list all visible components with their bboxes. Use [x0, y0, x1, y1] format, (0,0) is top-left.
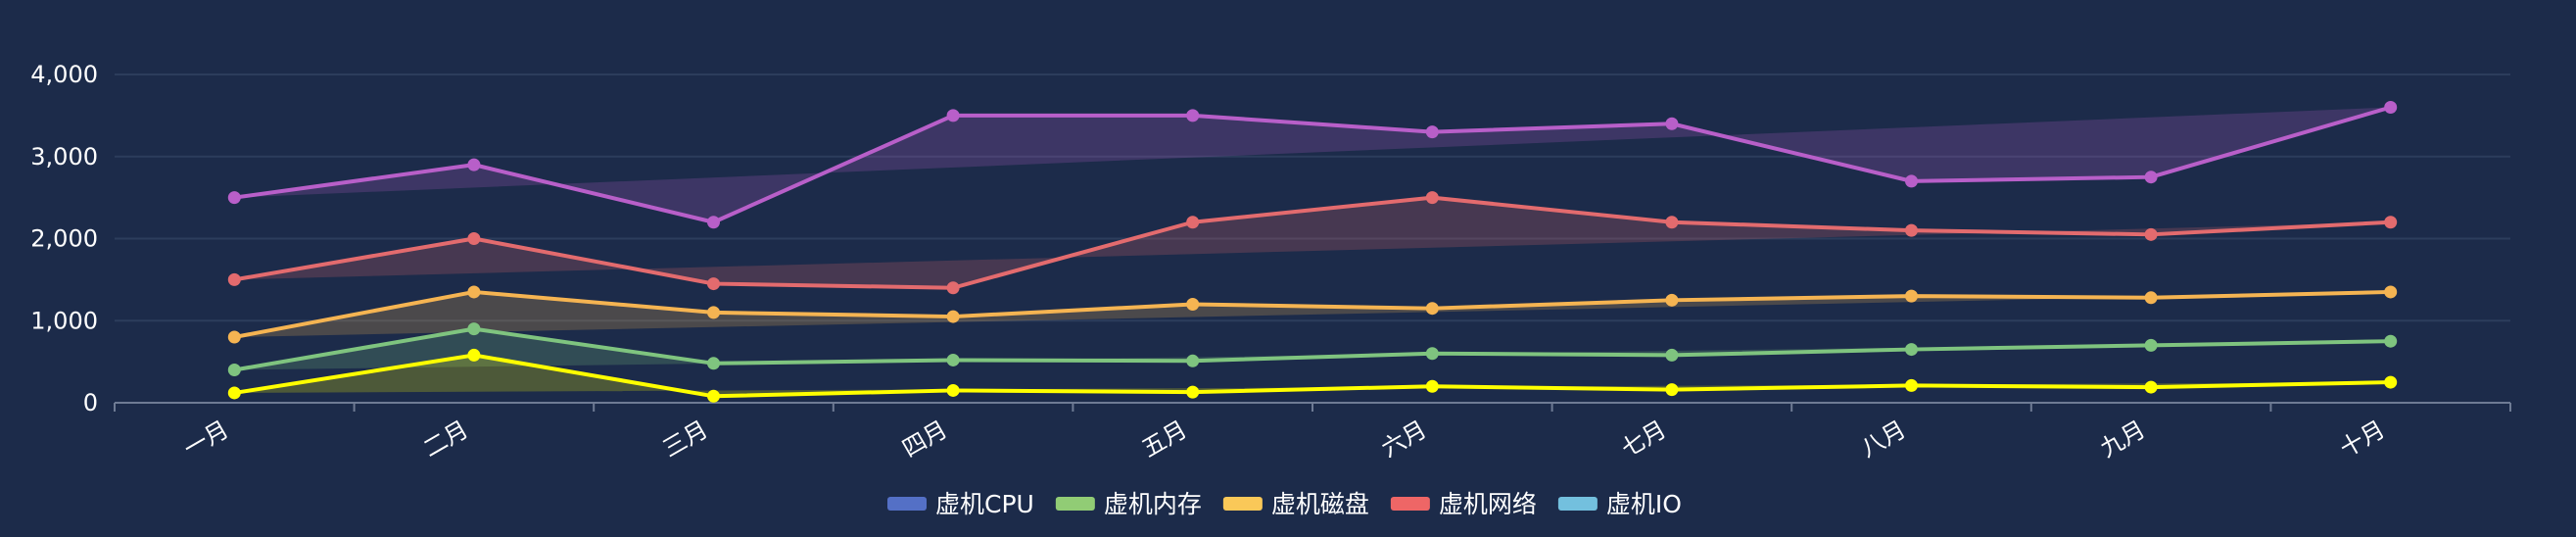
- y-tick-label: 3,000: [30, 143, 98, 171]
- data-point: [1186, 385, 1200, 399]
- series-line: [234, 105, 2392, 224]
- series-line: [233, 353, 2391, 399]
- x-tick-label: 一月: [179, 415, 234, 463]
- legend-label: 虚机IO: [1606, 490, 1682, 518]
- data-point: [2144, 380, 2158, 394]
- data-point: [707, 277, 720, 291]
- data-point: [227, 272, 241, 286]
- data-point: [2144, 338, 2158, 352]
- data-point: [1425, 191, 1439, 205]
- legend-label: 虚机磁盘: [1271, 490, 1369, 518]
- y-axis: 0 1,000 2,000 3,000 4,000: [30, 61, 98, 416]
- data-point: [227, 191, 241, 205]
- data-point: [1905, 289, 1918, 303]
- data-point: [1905, 343, 1918, 357]
- series-lines: [227, 101, 2398, 403]
- legend-label: 虚机内存: [1104, 490, 1202, 518]
- data-point: [1186, 354, 1200, 367]
- x-axis: 一月 二月 三月 四月 五月 六月 七月 八月 九月 十月: [114, 402, 2511, 463]
- series-line: [233, 289, 2391, 339]
- x-tick-label: 八月: [1856, 415, 1911, 463]
- series-line: [233, 195, 2391, 290]
- data-point: [946, 310, 960, 323]
- data-point: [707, 216, 720, 229]
- data-point: [227, 386, 241, 400]
- data-point: [1425, 302, 1439, 316]
- data-point: [1425, 347, 1439, 361]
- area-fills: [234, 107, 2391, 397]
- x-tick-label: 二月: [418, 415, 473, 463]
- y-tick-label: 0: [83, 389, 98, 416]
- data-point: [467, 232, 481, 245]
- data-point: [1186, 109, 1200, 122]
- data-point: [1425, 379, 1439, 393]
- data-point: [2144, 291, 2158, 305]
- legend-swatch: [1222, 497, 1263, 511]
- legend-swatch: [1557, 497, 1598, 511]
- y-tick-label: 4,000: [30, 61, 98, 88]
- data-point: [1905, 174, 1918, 188]
- legend-swatch: [1390, 497, 1430, 511]
- y-tick-label: 2,000: [30, 225, 98, 253]
- data-point: [707, 357, 720, 370]
- data-point: [1905, 378, 1918, 392]
- legend-item[interactable]: 虚机网络: [1390, 490, 1537, 518]
- data-point: [467, 322, 481, 336]
- data-point: [1425, 125, 1439, 139]
- x-tick-label: 十月: [2335, 415, 2390, 463]
- series-line: [233, 326, 2391, 372]
- x-tick-label: 六月: [1377, 415, 1432, 463]
- data-point: [946, 109, 960, 122]
- data-point: [1665, 293, 1679, 307]
- legend-item[interactable]: 虚机内存: [1055, 490, 1202, 518]
- data-point: [227, 330, 241, 344]
- data-point: [707, 389, 720, 403]
- data-point: [1665, 383, 1679, 397]
- series-area: [234, 328, 2391, 370]
- data-point: [946, 383, 960, 397]
- data-point: [707, 306, 720, 319]
- data-point: [2384, 285, 2398, 299]
- data-point: [1186, 298, 1200, 311]
- x-tick-label: 五月: [1137, 415, 1192, 463]
- data-point: [1665, 117, 1679, 130]
- legend-swatch: [887, 497, 927, 511]
- x-tick-label: 四月: [898, 415, 953, 463]
- data-point: [946, 353, 960, 366]
- legend-item[interactable]: 虚机IO: [1557, 490, 1682, 518]
- legend-label: 虚机网络: [1439, 490, 1537, 518]
- legend-swatch: [1055, 497, 1095, 511]
- data-point: [1186, 216, 1200, 229]
- data-point: [2144, 171, 2158, 184]
- data-point: [1665, 348, 1679, 362]
- data-point: [2384, 101, 2398, 114]
- legend-item[interactable]: 虚机CPU: [887, 490, 1034, 518]
- data-point: [2144, 227, 2158, 241]
- grid-lines: [115, 73, 2510, 322]
- data-point: [2384, 216, 2398, 229]
- legend-item[interactable]: 虚机磁盘: [1222, 490, 1369, 518]
- x-tick-label: 三月: [658, 415, 713, 463]
- legend-label: 虚机CPU: [935, 490, 1034, 518]
- data-point: [467, 348, 481, 362]
- x-tick-label: 七月: [1616, 415, 1671, 463]
- data-point: [467, 158, 481, 171]
- data-point: [227, 364, 241, 376]
- data-point: [1905, 223, 1918, 237]
- x-tick-label: 九月: [2096, 415, 2151, 463]
- data-point: [946, 281, 960, 295]
- legend[interactable]: 虚机CPU 虚机内存 虚机磁盘 虚机网络 虚机IO: [887, 490, 1682, 518]
- data-point: [2384, 334, 2398, 348]
- series-area: [234, 291, 2391, 337]
- data-point: [2384, 375, 2398, 389]
- data-point: [467, 285, 481, 299]
- series-area: [234, 197, 2391, 288]
- y-tick-label: 1,000: [30, 307, 98, 334]
- data-point: [1665, 216, 1679, 229]
